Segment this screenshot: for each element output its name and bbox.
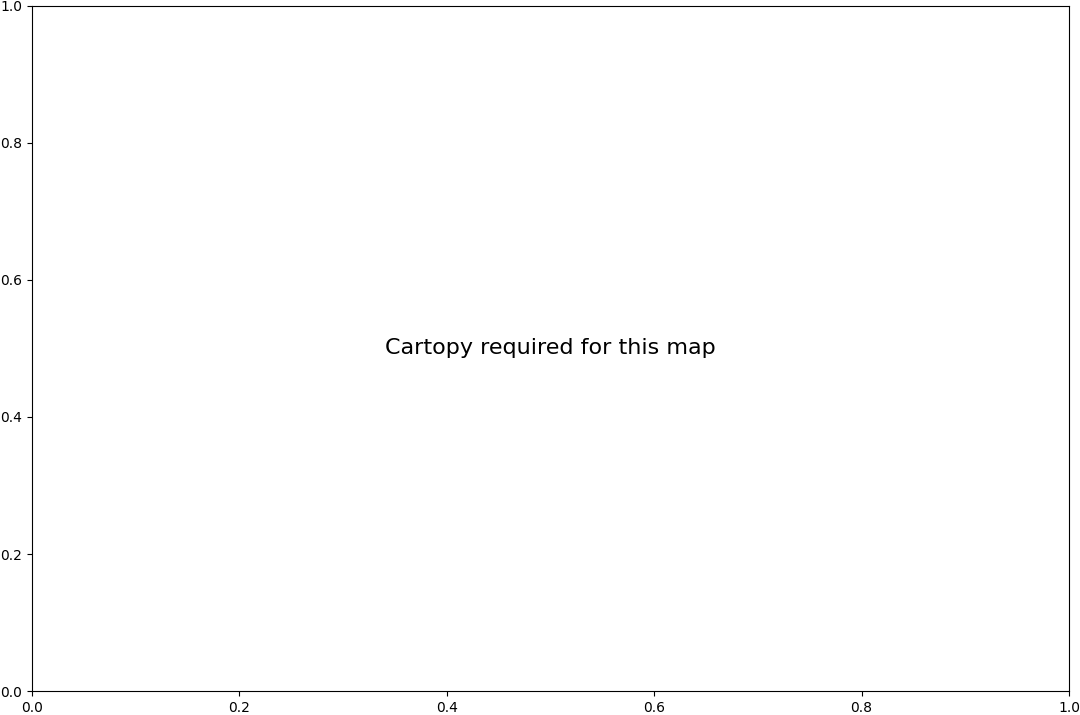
Text: Cartopy required for this map: Cartopy required for this map (384, 338, 716, 358)
